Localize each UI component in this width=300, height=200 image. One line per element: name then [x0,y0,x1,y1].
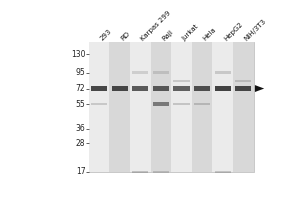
Bar [109,42,130,172]
Bar [89,42,109,172]
Bar [194,103,210,105]
Bar [132,71,148,74]
Bar [194,86,210,91]
Text: 293: 293 [99,28,113,42]
Bar [91,103,107,105]
Text: Raji: Raji [161,28,174,42]
Bar [89,42,254,172]
Bar [173,86,190,91]
Bar [233,42,254,172]
Bar [132,86,148,91]
Text: Hela: Hela [202,26,218,42]
Text: 17: 17 [76,167,86,176]
Bar [236,80,251,82]
Text: 95: 95 [76,68,85,77]
Bar [112,86,127,91]
Bar [153,86,169,91]
Bar [132,171,148,173]
Bar [130,42,151,172]
Bar [173,103,190,105]
Bar [192,42,212,172]
Bar [215,171,231,173]
Bar [171,42,192,172]
Text: 36: 36 [76,124,85,133]
Bar [173,80,190,82]
Bar [91,86,107,91]
Text: Karpas 299: Karpas 299 [140,10,172,42]
Bar [236,86,251,91]
Bar [215,86,231,91]
Text: NIH/3T3: NIH/3T3 [243,18,268,42]
Text: Jurkat: Jurkat [182,23,200,42]
Text: 130: 130 [71,50,86,59]
Bar [153,171,169,173]
Bar [153,102,169,106]
Bar [153,71,169,74]
Text: 72: 72 [76,84,86,93]
Bar [215,71,231,74]
Text: 55: 55 [76,100,85,109]
Polygon shape [255,85,264,92]
Text: HepG2: HepG2 [223,21,244,42]
Text: 28: 28 [76,139,86,148]
Text: RD: RD [120,30,131,42]
Bar [151,42,171,172]
Bar [212,42,233,172]
